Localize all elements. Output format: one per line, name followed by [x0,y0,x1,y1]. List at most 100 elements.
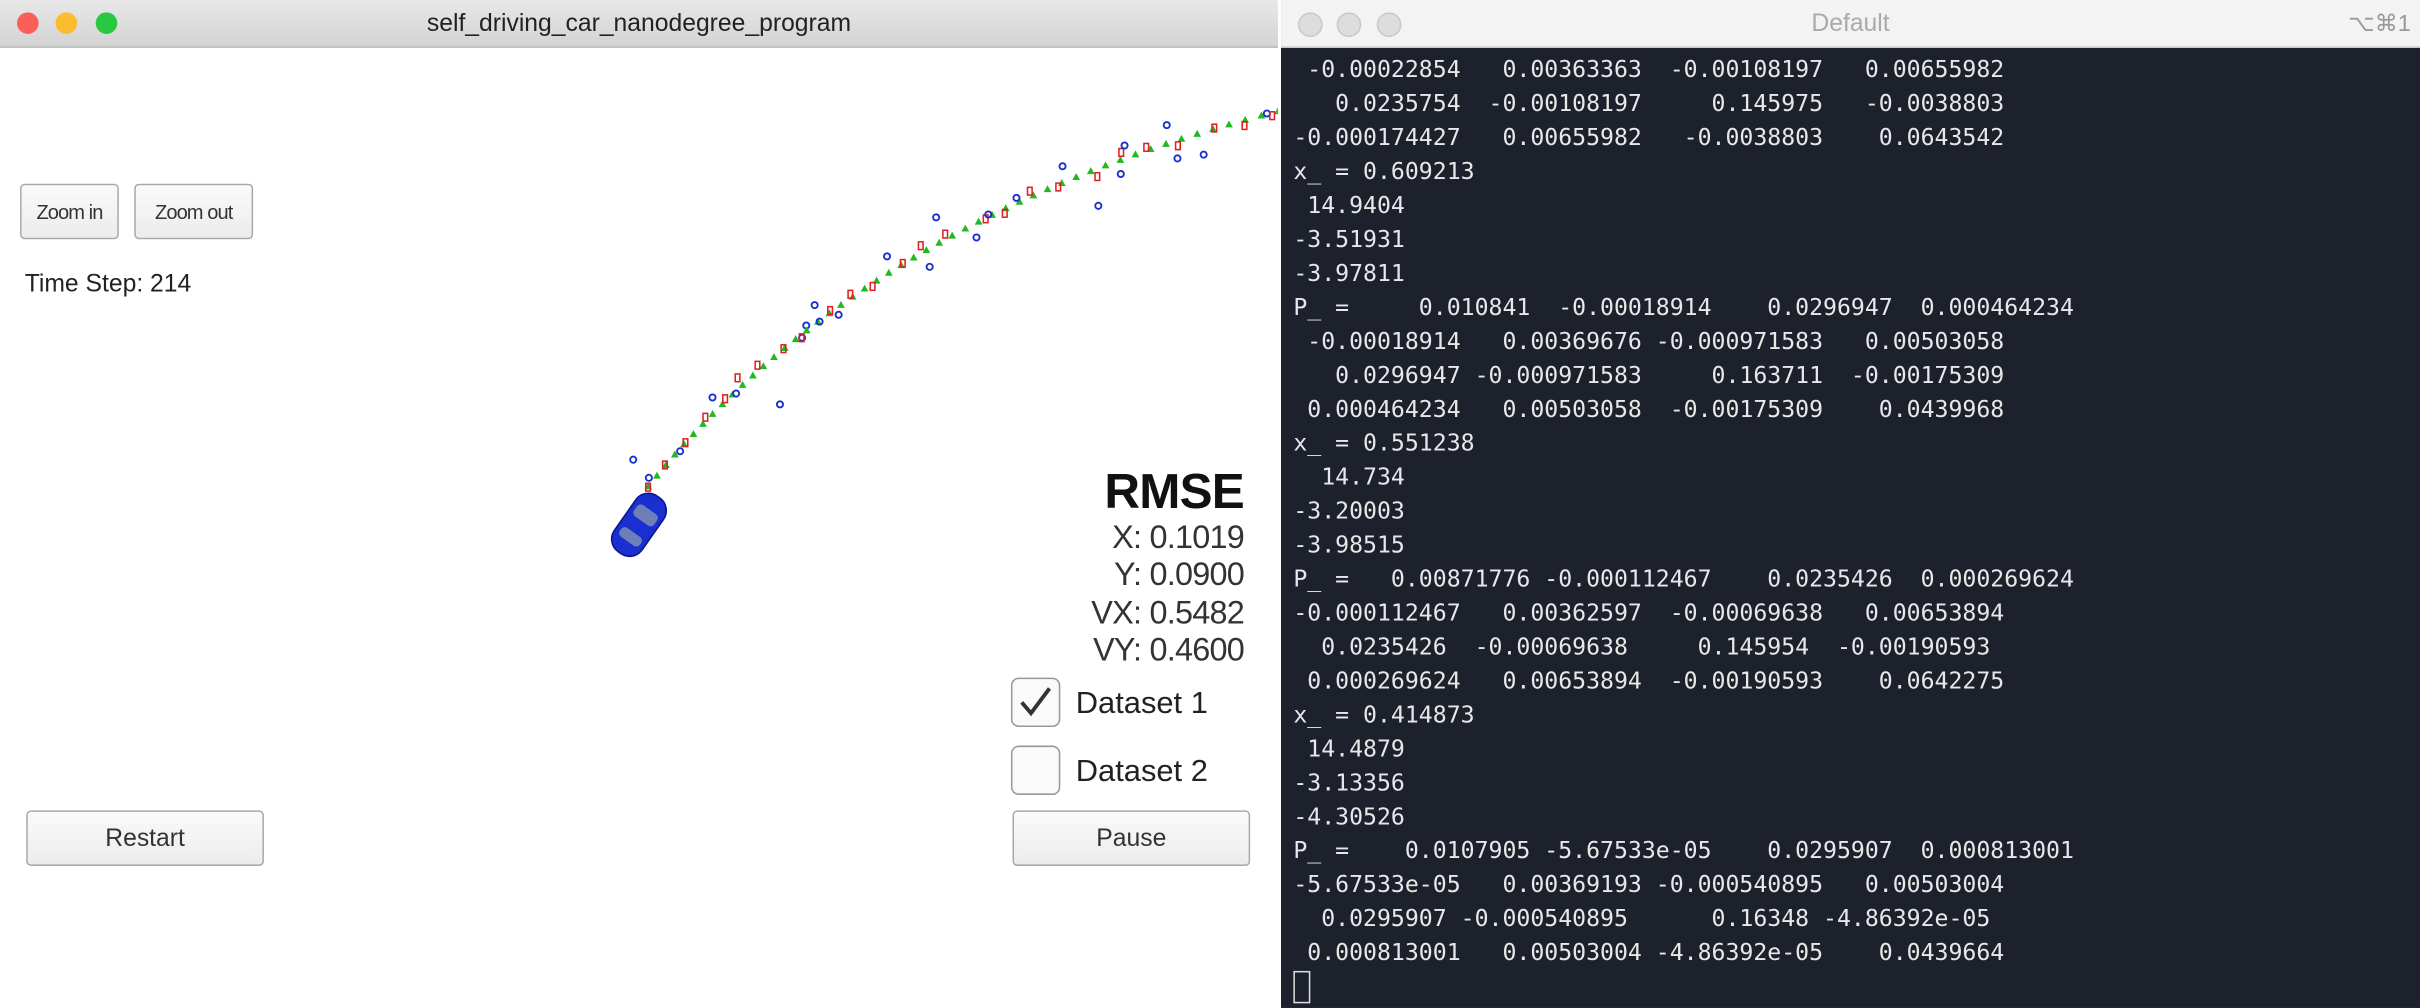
track-marker [1116,169,1125,178]
time-step: Time Step: 214 [24,271,192,298]
track-marker [1174,141,1181,151]
restart-button[interactable]: Restart [26,810,264,866]
terminal-line: 14.734 [1293,463,1405,491]
window-title: self_driving_car_nanodegree_program [426,10,852,38]
track-marker [708,393,717,402]
track-marker [984,210,993,219]
track-marker [653,471,661,479]
zoom-in-button[interactable]: Zoom in [20,183,119,240]
zoom-button[interactable] [95,12,118,34]
track-marker [935,238,944,246]
track-marker [754,360,761,370]
track-marker [827,305,834,316]
scene [610,107,1278,558]
terminal-line: 0.000464234 0.00503058 -0.00175309 0.043… [1293,395,2005,423]
track-marker [1225,120,1233,128]
track-marker [699,419,707,427]
track-marker [1269,111,1276,121]
dataset-2-checkbox[interactable] [1010,745,1061,795]
car [610,492,668,558]
title-bar: self_driving_car_nanodegree_program [0,0,1278,48]
track-marker [775,400,784,409]
close-button[interactable] [1297,12,1323,38]
track-marker [925,262,934,271]
track-marker [810,301,819,310]
terminal-line: -0.00018914 0.00369676 -0.000971583 0.00… [1293,327,2005,356]
minimize-button[interactable] [1336,12,1362,38]
track-marker [1209,125,1217,133]
terminal-line: 0.000813001 0.00503004 -4.86392e-05 0.04… [1293,938,2005,967]
terminal-line: -4.30526 [1293,802,1405,831]
track-marker [738,380,747,388]
track-marker [791,335,800,343]
track-marker [1116,155,1125,163]
terminal-line: 14.4879 [1293,734,1405,763]
rmse-x: X: 0.1019 [1112,520,1245,556]
zoom-button[interactable] [1376,12,1402,38]
dataset-1-label[interactable]: Dataset 1 [1075,686,1208,721]
track-marker [1199,150,1208,159]
rmse-vy: VY: 0.4600 [1093,632,1245,669]
terminal-line: x_ = 0.609213 [1293,157,1475,186]
track-marker [1101,161,1110,169]
terminal-line: P_ = 0.00871776 -0.000112467 0.0235426 0… [1293,564,2074,593]
track-marker [837,300,845,308]
terminal-line: 0.0295907 -0.000540895 0.16348 -4.86392e… [1293,904,1991,933]
terminal-title: Default [1811,10,1890,38]
track-marker [1262,109,1271,118]
terminal-line: 14.9404 [1293,191,1405,220]
track-marker [1162,139,1170,147]
close-button[interactable] [16,12,39,34]
track-marker [718,400,727,408]
track-marker [834,310,843,319]
track-marker [702,412,709,422]
dataset-2-label[interactable]: Dataset 2 [1075,754,1208,789]
track-marker [676,447,685,456]
track-marker [1072,173,1081,180]
terminal-line: -0.000174427 0.00655982 -0.0038803 0.064… [1293,123,2005,152]
track-marker [1193,129,1202,137]
terminal-line: -3.20003 [1293,497,1405,525]
track-marker [847,289,854,299]
rmse-title: RMSE [1104,463,1244,519]
terminal-line: 0.0235754 -0.00108197 0.145975 -0.003880… [1293,89,2005,118]
track-marker [917,241,924,251]
track-marker [780,344,789,351]
track-marker [1120,141,1129,150]
track-marker [661,460,669,470]
track-marker [961,224,970,232]
minimize-button[interactable] [55,12,78,34]
terminal-line: -3.51931 [1293,225,1405,254]
track-marker [1173,154,1182,163]
track-marker [899,258,906,269]
track-marker [721,394,729,404]
track-marker [708,409,717,417]
terminal-line: 0.0235426 -0.00069638 0.145954 -0.001905… [1293,632,1991,661]
terminal-line: x_ = 0.414873 [1293,700,1475,729]
track-marker [1086,167,1095,175]
track-marker [909,253,918,261]
zoom-out-button[interactable]: Zoom out [134,183,254,240]
pause-button[interactable]: Pause [1012,810,1251,866]
terminal-output: -0.00022854 0.00363363 -0.00108197 0.006… [1293,52,2074,969]
track-marker [1058,162,1067,171]
rmse-y: Y: 0.0900 [1113,557,1245,593]
track-marker [1257,111,1266,119]
track-marker [1015,197,1024,205]
track-marker [884,268,893,276]
track-marker [1143,142,1150,152]
track-marker [1131,150,1140,158]
track-marker [974,217,983,225]
track-marker [1043,185,1052,193]
track-marker [1094,171,1101,182]
terminal-line: 0.0296947 -0.000971583 0.163711 -0.00175… [1293,361,2005,389]
terminal-line: 0.000269624 0.00653894 -0.00190593 0.064… [1293,666,2005,695]
track-marker [798,333,805,343]
track-marker [1211,123,1218,133]
track-marker [972,233,981,242]
dataset-1-checkbox[interactable] [1010,677,1061,728]
track-marker [629,455,638,464]
track-marker [1001,208,1008,218]
track-marker [680,440,688,448]
